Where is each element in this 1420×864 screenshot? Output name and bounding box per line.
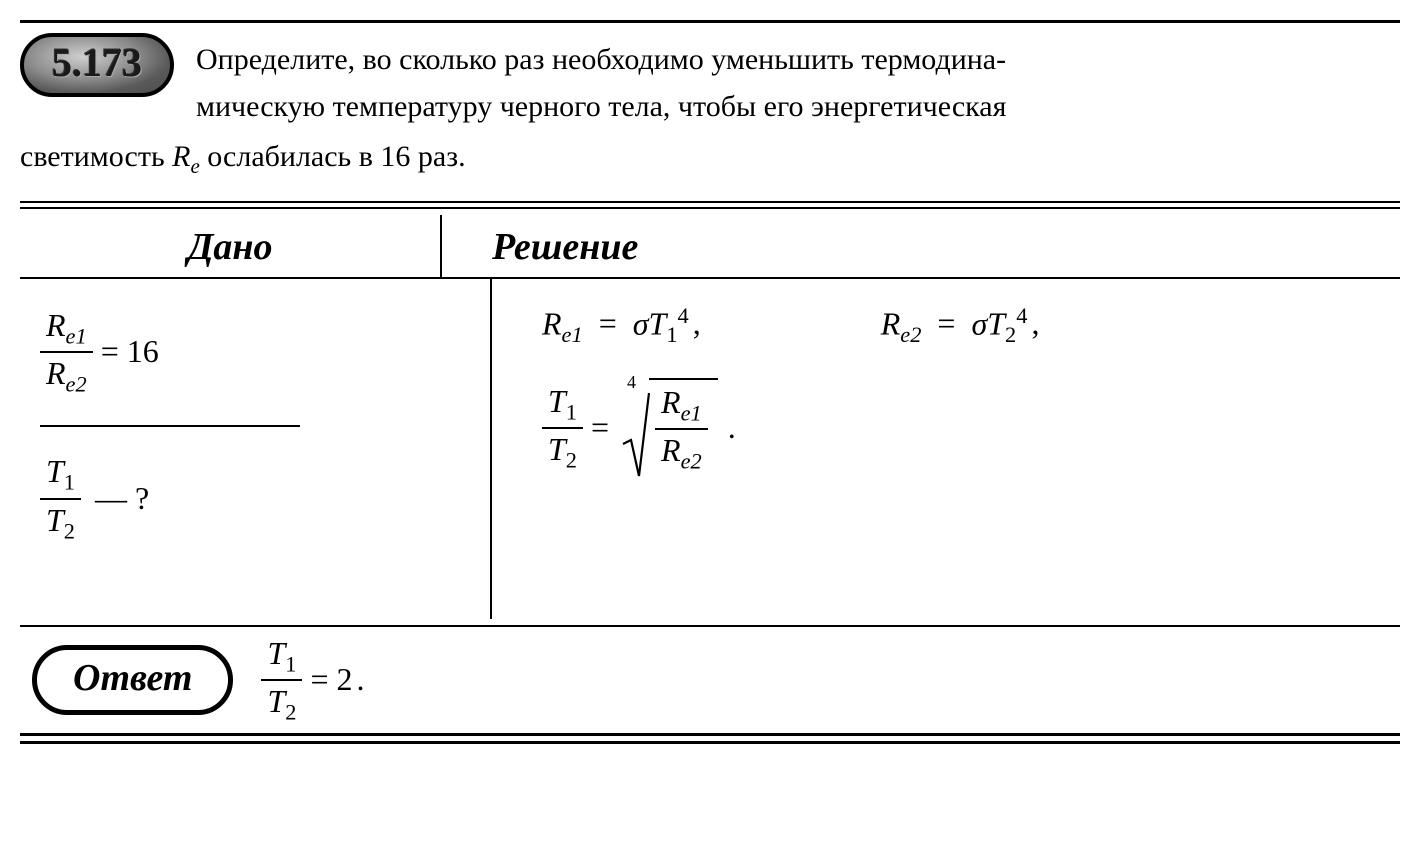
given-T-den: T	[46, 502, 64, 538]
given-R-num: R	[46, 307, 66, 343]
ans-period: .	[356, 661, 364, 698]
given-divider	[40, 425, 300, 427]
answer-badge: Ответ	[32, 645, 233, 715]
double-rule-top	[20, 201, 1400, 209]
eq3-R-den: R	[661, 432, 681, 468]
given-question: — ?	[95, 480, 149, 517]
eq2-T-sup: 4	[1016, 303, 1027, 328]
ans-T-den: T	[267, 683, 285, 719]
fraction-T-given: T1 T2	[40, 453, 81, 544]
problem-line1: Определите, во сколько раз необходимо ум…	[196, 43, 1006, 76]
eq3-R-num-sub: e1	[681, 400, 702, 425]
eq2-lhs-sub: e2	[900, 322, 921, 347]
problem-line3-suffix: ослабилась в 16 раз.	[200, 140, 466, 173]
eq2-equals: =	[937, 305, 955, 341]
eq2-sigma: σ	[971, 305, 987, 341]
fourth-root: 4 Re1 Re2	[617, 378, 718, 479]
problem-line3: светимость Re ослабилась в 16 раз.	[20, 134, 1400, 183]
eq3-T-num-sub: 1	[566, 399, 577, 424]
solution-eq1: Re1 = σT14,	[542, 303, 701, 348]
eq3-equals: =	[591, 409, 609, 446]
solution-column: Re1 = σT14, Re2 = σT24, T1 T2 = 4	[492, 279, 1400, 619]
eq2-lhs: R	[881, 305, 901, 341]
eq3-T-den-sub: 2	[566, 447, 577, 472]
given-heading: Дано	[20, 215, 442, 277]
fraction-Re: Re1 Re2	[40, 307, 93, 398]
given-T-den-sub: 2	[64, 518, 75, 543]
final-double-rule	[20, 733, 1400, 744]
solution-row-1: Re1 = σT14, Re2 = σT24,	[542, 303, 1380, 348]
top-rule	[20, 20, 1400, 23]
eq2-T-sub: 2	[1005, 322, 1016, 347]
eq1-lhs: R	[542, 305, 562, 341]
root-content: Re1 Re2	[649, 378, 718, 479]
problem-line2: мическую температуру черного тела, чтобы…	[196, 90, 1006, 123]
given-ratio-R: Re1 Re2 = 16	[40, 307, 460, 398]
solution-eq2: Re2 = σT24,	[881, 303, 1040, 348]
given-R-den-sub: e2	[66, 371, 87, 396]
problem-line3-prefix: светимость	[20, 140, 172, 173]
answer-expression: T1 T2 = 2 .	[261, 635, 364, 726]
eq3-period: .	[728, 409, 736, 446]
problem-statement: 5.173 Определите, во сколько раз необход…	[20, 33, 1400, 130]
problem-number-badge: 5.173	[20, 33, 174, 97]
ans-T-den-sub: 2	[285, 699, 296, 724]
fraction-R-root: Re1 Re2	[655, 384, 708, 475]
eq1-equals: =	[599, 305, 617, 341]
given-ratio-T: T1 T2 — ?	[40, 453, 460, 544]
given-T-num-sub: 1	[64, 470, 75, 495]
answer-value: 2	[336, 661, 352, 698]
eq2-comma: ,	[1031, 305, 1039, 341]
eq3-T-num: T	[548, 383, 566, 419]
fraction-T-solution: T1 T2	[542, 383, 583, 474]
equals-sign: =	[101, 333, 119, 370]
ans-T-num-sub: 1	[285, 651, 296, 676]
root-index: 4	[627, 372, 636, 473]
eq3-T-den: T	[548, 431, 566, 467]
eq2-T: T	[987, 305, 1005, 341]
table-header-row: Дано Решение	[20, 215, 1400, 277]
problem-var-R: R	[172, 140, 190, 173]
eq3-R-den-sub: e2	[681, 448, 702, 473]
eq1-T-sub: 1	[666, 322, 677, 347]
given-R-den: R	[46, 355, 66, 391]
given-T-num: T	[46, 453, 64, 489]
eq3-R-num: R	[661, 384, 681, 420]
solution-heading: Решение	[442, 215, 1400, 277]
given-column: Re1 Re2 = 16 T1 T2 — ?	[20, 279, 492, 619]
answer-row: Ответ T1 T2 = 2 .	[20, 635, 1400, 726]
page: 5.173 Определите, во сколько раз необход…	[20, 20, 1400, 744]
problem-var-R-sub: e	[190, 154, 199, 178]
problem-text-block: Определите, во сколько раз необходимо ум…	[196, 33, 1006, 130]
eq1-sigma: σ	[633, 305, 649, 341]
ans-equals: =	[310, 661, 328, 698]
eq1-T: T	[649, 305, 667, 341]
eq1-lhs-sub: e1	[562, 322, 583, 347]
given-R-num-sub: e1	[66, 323, 87, 348]
body-bottom-rule	[20, 625, 1400, 627]
ans-T-num: T	[267, 635, 285, 671]
eq1-comma: ,	[693, 305, 701, 341]
fraction-T-answer: T1 T2	[261, 635, 302, 726]
table-body: Re1 Re2 = 16 T1 T2 — ? Re1 =	[20, 279, 1400, 619]
given-R-value: 16	[127, 333, 159, 370]
eq1-T-sup: 4	[678, 303, 689, 328]
solution-row-2: T1 T2 = 4 Re1 Re2	[542, 378, 1380, 479]
